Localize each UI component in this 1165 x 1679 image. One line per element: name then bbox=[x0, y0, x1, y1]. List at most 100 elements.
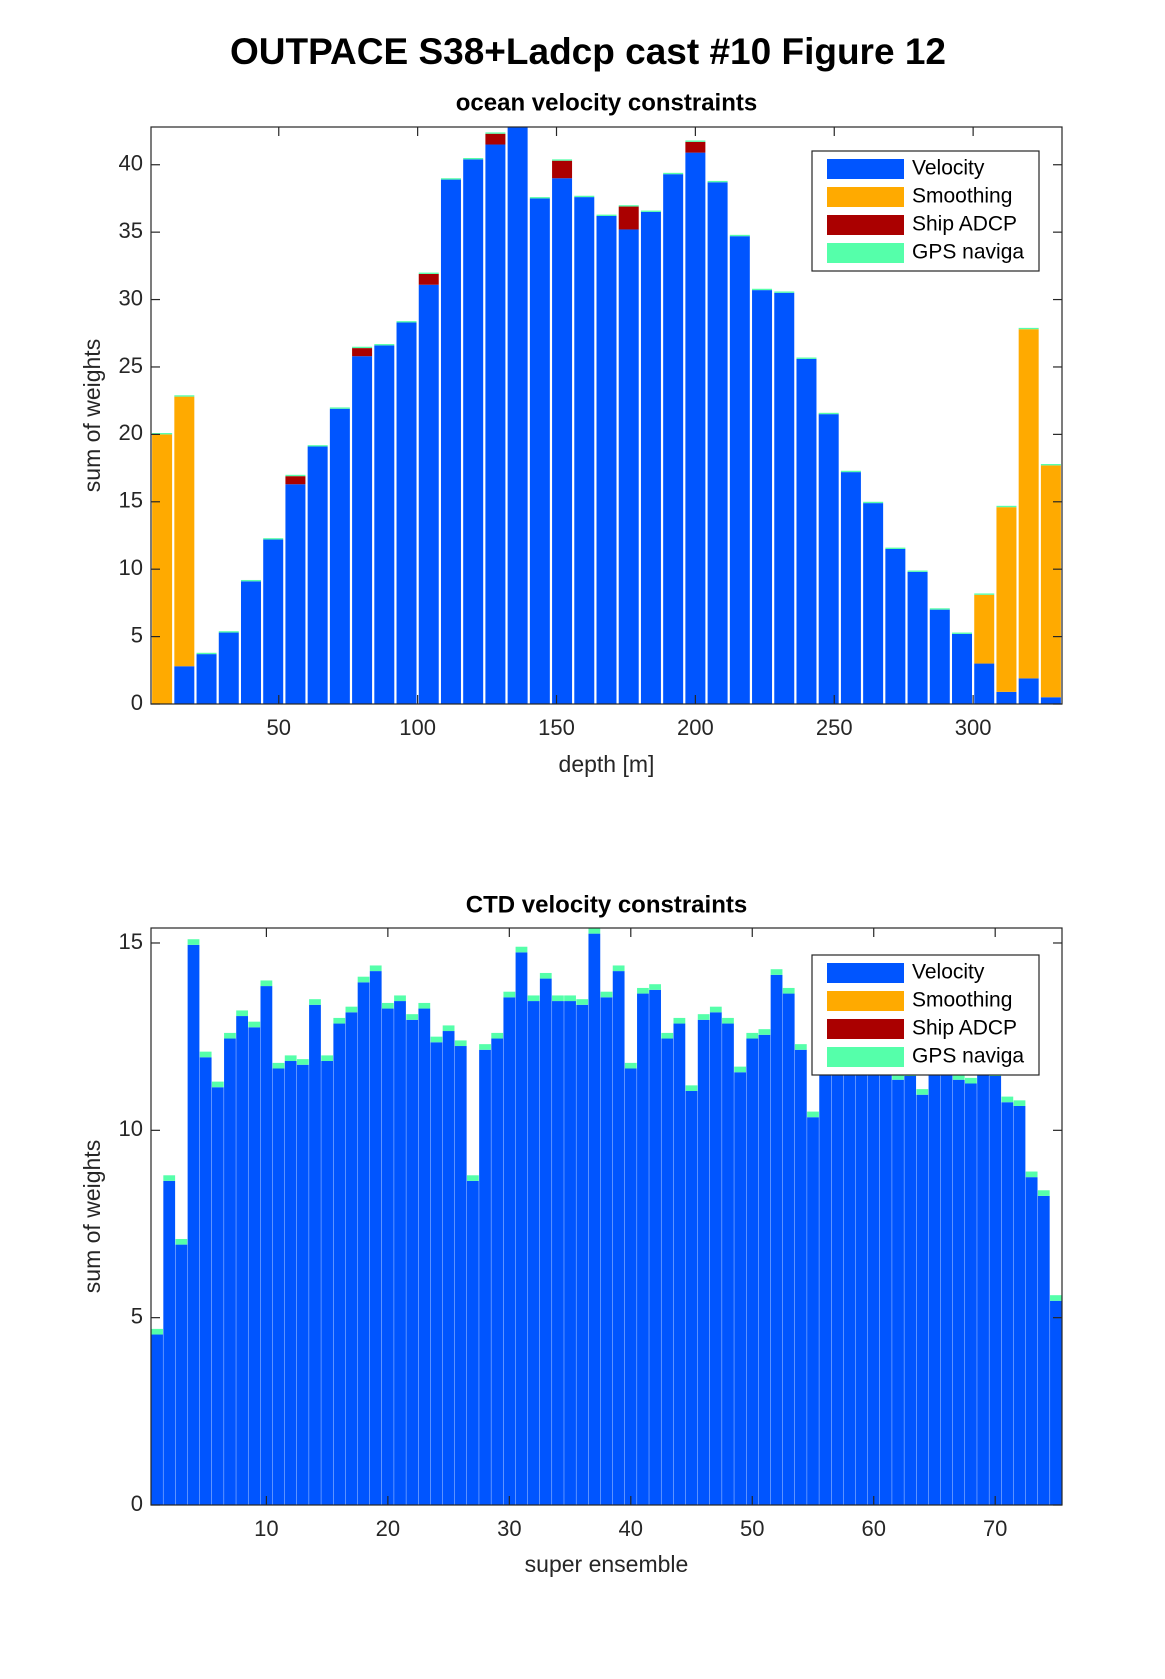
bar-segment bbox=[770, 974, 783, 1505]
bar-segment bbox=[1040, 465, 1061, 698]
bar-segment bbox=[196, 652, 217, 655]
legend-label: Smoothing bbox=[912, 989, 1012, 1012]
bar-segment bbox=[440, 178, 461, 180]
bar-segment bbox=[1050, 1300, 1062, 1505]
bar-segment bbox=[940, 1061, 953, 1505]
chart-title: ocean velocity constraints bbox=[456, 89, 757, 116]
x-tick-label: 60 bbox=[861, 1516, 885, 1541]
bar-segment bbox=[263, 538, 284, 540]
bar-segment bbox=[352, 346, 373, 349]
bar-segment bbox=[321, 1055, 334, 1062]
bar-segment bbox=[491, 1038, 504, 1505]
bar-segment bbox=[224, 1032, 236, 1039]
bar-segment bbox=[574, 195, 595, 198]
bar-segment bbox=[527, 1001, 540, 1505]
x-tick-label: 10 bbox=[254, 1516, 278, 1541]
bar-segment bbox=[479, 1049, 491, 1505]
bar-segment bbox=[296, 1064, 309, 1505]
bar-segment bbox=[729, 234, 750, 237]
legend-label: Velocity bbox=[912, 961, 985, 984]
bar-segment bbox=[794, 1049, 807, 1505]
bar-segment bbox=[588, 933, 601, 1505]
bar-segment bbox=[381, 1008, 394, 1505]
legend-swatch bbox=[827, 1047, 904, 1067]
bar-segment bbox=[187, 944, 200, 1505]
bar-segment bbox=[758, 1029, 771, 1035]
bar-segment bbox=[818, 412, 839, 415]
bar-segment bbox=[272, 1062, 285, 1069]
bar-segment bbox=[734, 1072, 747, 1505]
y-tick-label: 15 bbox=[119, 929, 143, 954]
x-tick-label: 50 bbox=[740, 1516, 764, 1541]
bar-segment bbox=[321, 1061, 334, 1505]
bar-segment bbox=[722, 1023, 734, 1505]
y-tick-label: 10 bbox=[119, 555, 143, 580]
figure-title: OUTPACE S38+Ladcp cast #10 Figure 12 bbox=[230, 31, 946, 72]
legend-swatch bbox=[827, 243, 904, 263]
bar-segment bbox=[952, 1079, 965, 1505]
x-tick-label: 20 bbox=[376, 1516, 400, 1541]
bar-segment bbox=[236, 1016, 248, 1505]
bar-segment bbox=[240, 579, 261, 582]
bar-segment bbox=[539, 972, 552, 979]
bar-segment bbox=[175, 1244, 188, 1505]
bar-segment bbox=[307, 445, 328, 447]
x-tick-label: 250 bbox=[816, 715, 853, 740]
bar-segment bbox=[685, 152, 706, 704]
bar-segment bbox=[529, 197, 550, 199]
bar-segment bbox=[491, 1032, 504, 1039]
bar-segment bbox=[263, 539, 284, 704]
legend-swatch bbox=[827, 215, 904, 235]
bar-segment bbox=[564, 1001, 576, 1505]
bar-segment bbox=[1018, 327, 1039, 330]
bar-segment bbox=[752, 288, 773, 291]
y-tick-label: 5 bbox=[131, 622, 143, 647]
x-tick-label: 150 bbox=[538, 715, 575, 740]
bar-segment bbox=[248, 1027, 261, 1505]
bar-segment bbox=[588, 928, 601, 934]
bar-segment bbox=[618, 205, 639, 207]
bar-segment bbox=[369, 965, 382, 972]
x-axis-label: depth [m] bbox=[559, 751, 655, 777]
chart: ocean velocity constraints depth [m] sum o… bbox=[79, 89, 1063, 777]
bar-segment bbox=[663, 174, 684, 704]
bar-segment bbox=[697, 1014, 710, 1020]
bar-segment bbox=[974, 594, 995, 664]
legend-label: Ship ADCP bbox=[912, 1017, 1017, 1040]
bar-segment bbox=[989, 1075, 1002, 1505]
y-tick-label: 5 bbox=[131, 1303, 143, 1328]
bar-segment bbox=[515, 946, 528, 953]
bar-segment bbox=[503, 997, 516, 1505]
bar-segment bbox=[260, 986, 273, 1505]
bar-segment bbox=[418, 284, 439, 704]
bar-segment bbox=[965, 1083, 977, 1505]
bar-segment bbox=[774, 291, 795, 293]
bar-segment bbox=[649, 989, 661, 1505]
legend-swatch bbox=[827, 963, 904, 983]
y-tick-label: 35 bbox=[119, 218, 143, 243]
bar-segment bbox=[673, 1023, 686, 1505]
bar-segment bbox=[663, 172, 684, 175]
bars bbox=[151, 928, 1062, 1505]
bar-segment bbox=[357, 976, 370, 983]
bar-segment bbox=[818, 414, 839, 704]
bar-segment bbox=[309, 1004, 321, 1505]
bar-segment bbox=[151, 1328, 163, 1335]
bar-segment bbox=[916, 1089, 929, 1095]
x-tick-label: 100 bbox=[399, 715, 436, 740]
bar-segment bbox=[552, 159, 573, 161]
bar-segment bbox=[152, 433, 173, 435]
bar-segment bbox=[285, 474, 306, 477]
bar-segment bbox=[479, 1044, 491, 1050]
bar-segment bbox=[1025, 1177, 1038, 1505]
bar-segment bbox=[151, 1334, 163, 1505]
bar-segment bbox=[746, 1038, 759, 1505]
bar-segment bbox=[187, 939, 200, 945]
axes-box bbox=[150, 126, 1063, 705]
bar-segment bbox=[552, 160, 573, 179]
bar-segment bbox=[807, 1111, 819, 1118]
bar-segment bbox=[272, 1068, 285, 1505]
chart-title: CTD velocity constraints bbox=[466, 891, 747, 918]
bar-segment bbox=[637, 987, 649, 994]
